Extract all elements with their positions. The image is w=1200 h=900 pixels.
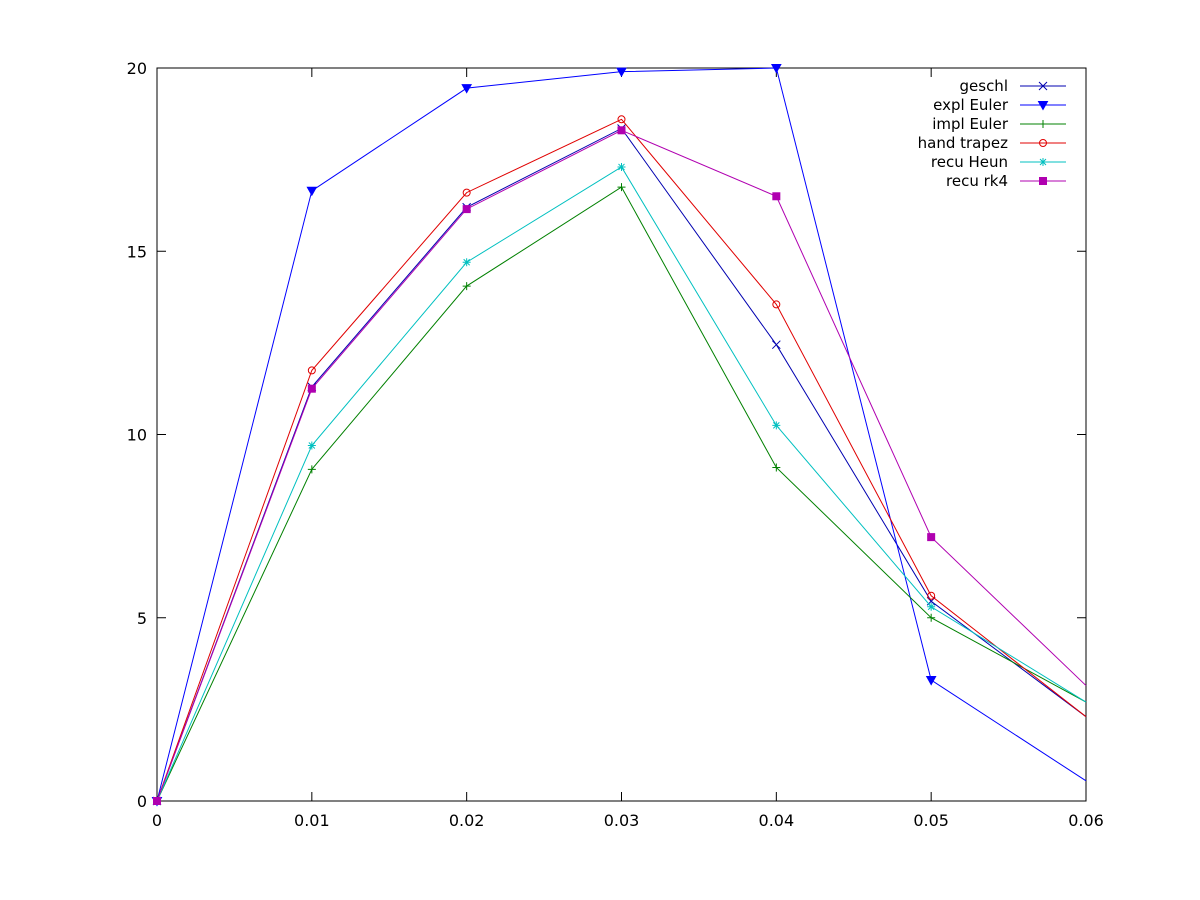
legend-item: expl Euler [933, 96, 1066, 114]
data-point [307, 384, 316, 393]
legend-label: recu Heun [931, 153, 1008, 171]
x-tick-label: 0.02 [449, 811, 485, 830]
legend-label: hand trapez [918, 134, 1008, 152]
legend-item: hand trapez [918, 134, 1066, 152]
series-line [156, 127, 1087, 802]
data-point [617, 115, 626, 124]
data-point [1039, 139, 1047, 147]
series-impl-euler [153, 183, 1087, 805]
data-point [927, 533, 936, 542]
x-tick-label: 0.03 [604, 811, 640, 830]
data-point [462, 258, 471, 267]
series-layer [151, 64, 1087, 807]
data-point [462, 188, 471, 197]
legend-item: recu rk4 [946, 172, 1066, 190]
series-hand-trapez [153, 115, 1087, 805]
legend-label: geschl [960, 77, 1009, 95]
data-point [771, 340, 781, 350]
data-point [927, 613, 936, 622]
y-tick-label: 5 [137, 609, 147, 628]
data-point [772, 463, 781, 472]
data-point [772, 300, 781, 309]
data-point [462, 282, 471, 291]
legend-label: impl Euler [932, 115, 1009, 133]
series-recu-heun [153, 162, 1087, 805]
data-point [461, 84, 473, 94]
series-line [156, 186, 1087, 802]
legend-item: recu Heun [931, 153, 1066, 171]
legend-label: recu rk4 [946, 172, 1008, 190]
data-point [307, 441, 316, 450]
data-point [617, 162, 626, 171]
axes: 0 0.01 0.02 0.03 0.04 0.05 0.06 0 5 10 15 20 [127, 59, 1104, 830]
data-point [927, 591, 936, 600]
data-point [307, 366, 316, 375]
series-recu-rk4 [153, 126, 1087, 805]
x-tick-label: 0 [152, 811, 162, 830]
data-point [1038, 81, 1048, 91]
data-point [307, 465, 316, 474]
legend-item: geschl [960, 77, 1066, 95]
data-point [462, 205, 471, 214]
data-point [772, 421, 781, 430]
x-tick-label: 0.04 [759, 811, 795, 830]
data-point [1039, 177, 1047, 185]
series-geschl [152, 124, 1087, 806]
data-point [925, 676, 937, 686]
data-point [1039, 120, 1047, 128]
data-point [306, 186, 318, 197]
y-tick-label: 20 [127, 59, 147, 78]
x-tick-label: 0.01 [294, 811, 330, 830]
y-tick-label: 10 [127, 426, 147, 445]
data-point [617, 183, 626, 192]
data-point [770, 64, 782, 74]
data-point [617, 126, 626, 135]
x-tick-label: 0.05 [913, 811, 949, 830]
x-tick-label: 0.06 [1068, 811, 1104, 830]
series-line [156, 118, 1087, 802]
series-line [156, 129, 1087, 802]
series-line [156, 166, 1087, 802]
data-point [616, 67, 627, 78]
legend-item: impl Euler [932, 115, 1066, 133]
data-point [772, 192, 781, 201]
data-point [1037, 101, 1049, 111]
y-tick-label: 0 [137, 792, 147, 811]
data-point [927, 602, 936, 611]
legend-label: expl Euler [933, 96, 1009, 114]
data-point [1039, 158, 1047, 166]
data-point [153, 797, 161, 805]
y-tick-label: 15 [127, 242, 147, 261]
